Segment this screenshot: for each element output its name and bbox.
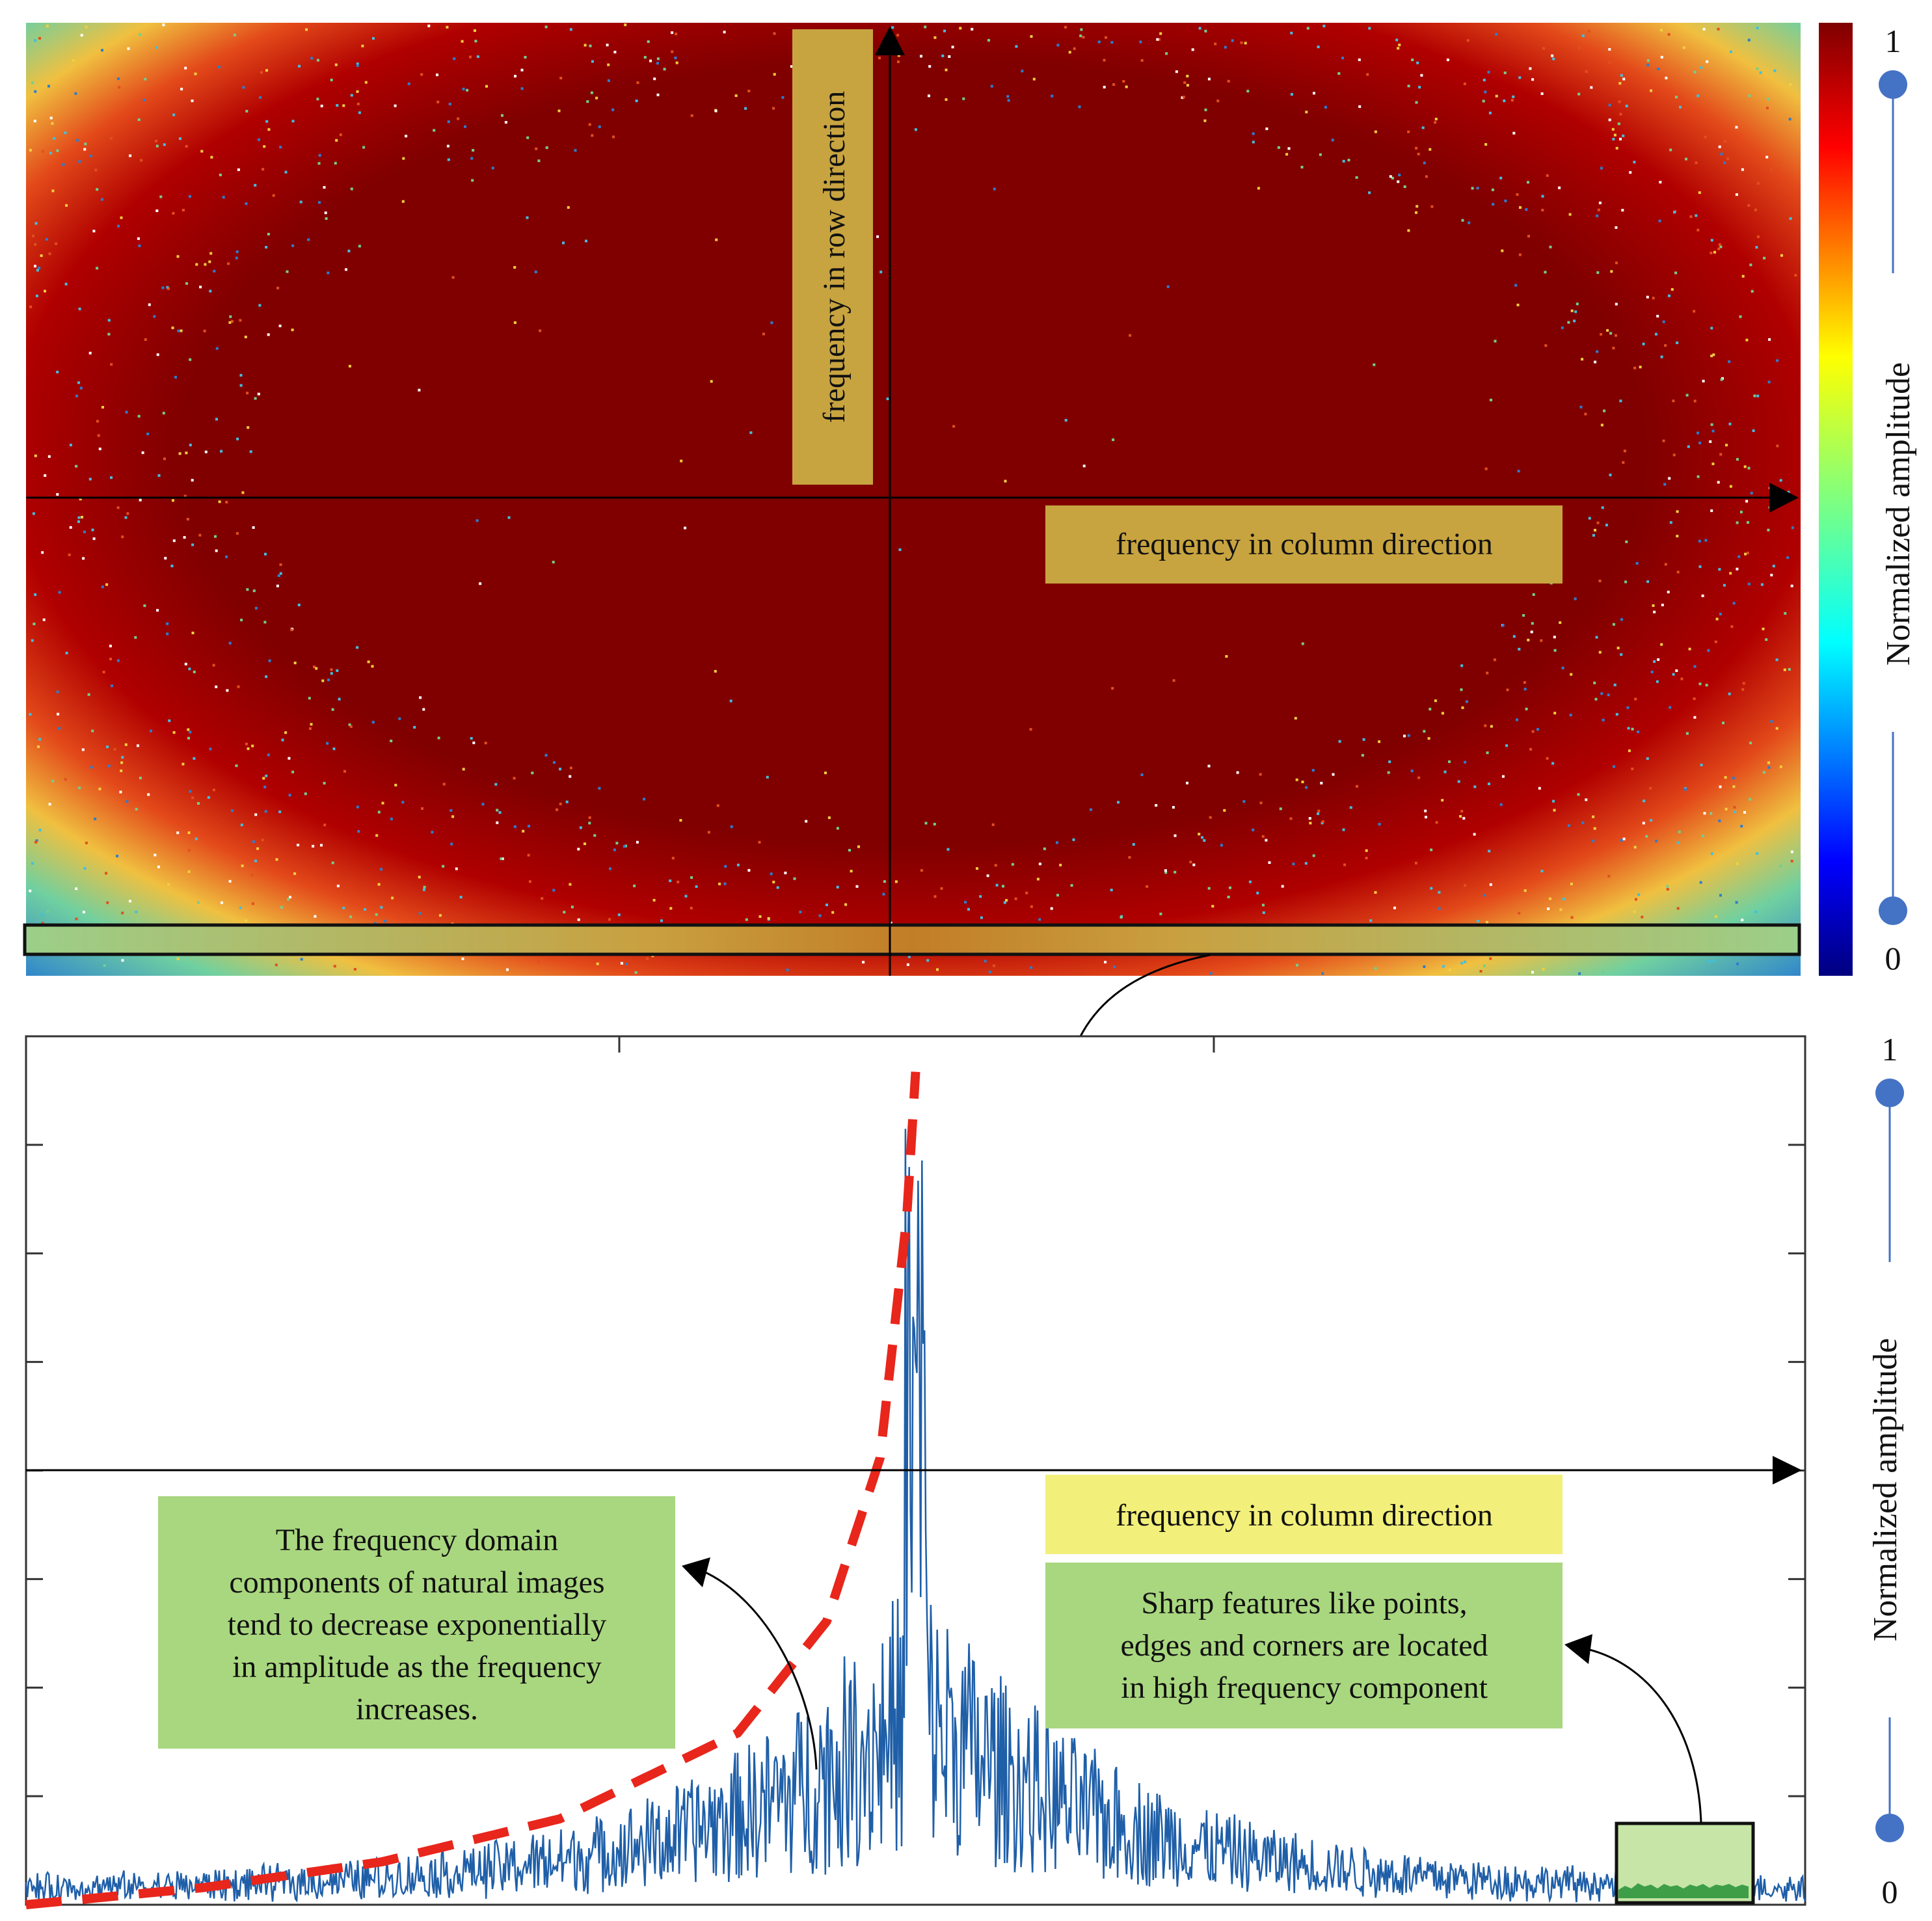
colorbar-slider-handle-bottom[interactable] [1879,896,1907,925]
amplitude-scale: 1 0 Normalized amplitude [1867,1031,1904,1910]
colorbar-gradient [1819,23,1853,976]
column-axis-bottom-arrow [1773,1456,1802,1484]
highlight-band [23,923,1801,956]
exp-note-line-2: components of natural images [229,1565,604,1600]
sharp-note-arrowhead [1564,1634,1592,1664]
amplitude-slider-handle-bottom[interactable] [1875,1814,1904,1842]
amplitude-tick-max: 1 [1882,1031,1898,1068]
sharp-note-line-3: in high frequency component [1121,1671,1488,1705]
sharp-note-line-1: Sharp features like points, [1141,1586,1467,1620]
colorbar-slider-handle-top[interactable] [1879,70,1907,99]
exponential-fit-line [25,1071,920,1909]
exp-note-arrowhead [682,1557,710,1587]
exp-note-arrow [702,1570,818,1770]
row-axis-label: frequency in row direction [817,91,852,423]
column-label-box [1045,505,1563,584]
row-label-box [792,29,873,485]
sharp-note-arrow [1587,1648,1702,1823]
axis-label-bottom: frequency in column direction [1116,1498,1493,1533]
exp-decrease-note-box [158,1496,675,1749]
row-axis-arrow [875,26,905,55]
colorbar-label: Normalized amplitude [1880,362,1917,665]
colorbar-tick-max: 1 [1885,23,1901,59]
axis-label-box [1045,1475,1563,1554]
colorbar-tick-min: 0 [1885,940,1901,976]
exp-note-line-3: tend to decrease exponentially [228,1607,606,1642]
sharp-features-note-box [1045,1563,1563,1728]
high-frequency-box-noise [1618,1883,1749,1898]
spectrum-line [25,1129,1806,1904]
heatmap-area [26,23,1801,976]
colorbar: 1 0 Normalized amplitude [1819,23,1917,976]
amplitude-tick-min: 0 [1882,1874,1898,1910]
exp-note-line-1: The frequency domain [276,1523,558,1557]
sharp-note-line-2: edges and corners are located [1120,1628,1488,1663]
amplitude-slider-handle-top[interactable] [1875,1079,1904,1107]
column-axis-arrow [1769,483,1799,513]
exp-note-line-4: in amplitude as the frequency [232,1650,602,1684]
exp-note-line-5: increases. [356,1692,478,1726]
column-axis-label: frequency in column direction [1116,527,1493,561]
amplitude-label: Normalized amplitude [1867,1338,1904,1641]
spectrum-panel: frequency in column direction Sharp feat… [25,1035,1806,1909]
heatmap-panel: frequency in row direction frequency in … [23,23,1801,976]
